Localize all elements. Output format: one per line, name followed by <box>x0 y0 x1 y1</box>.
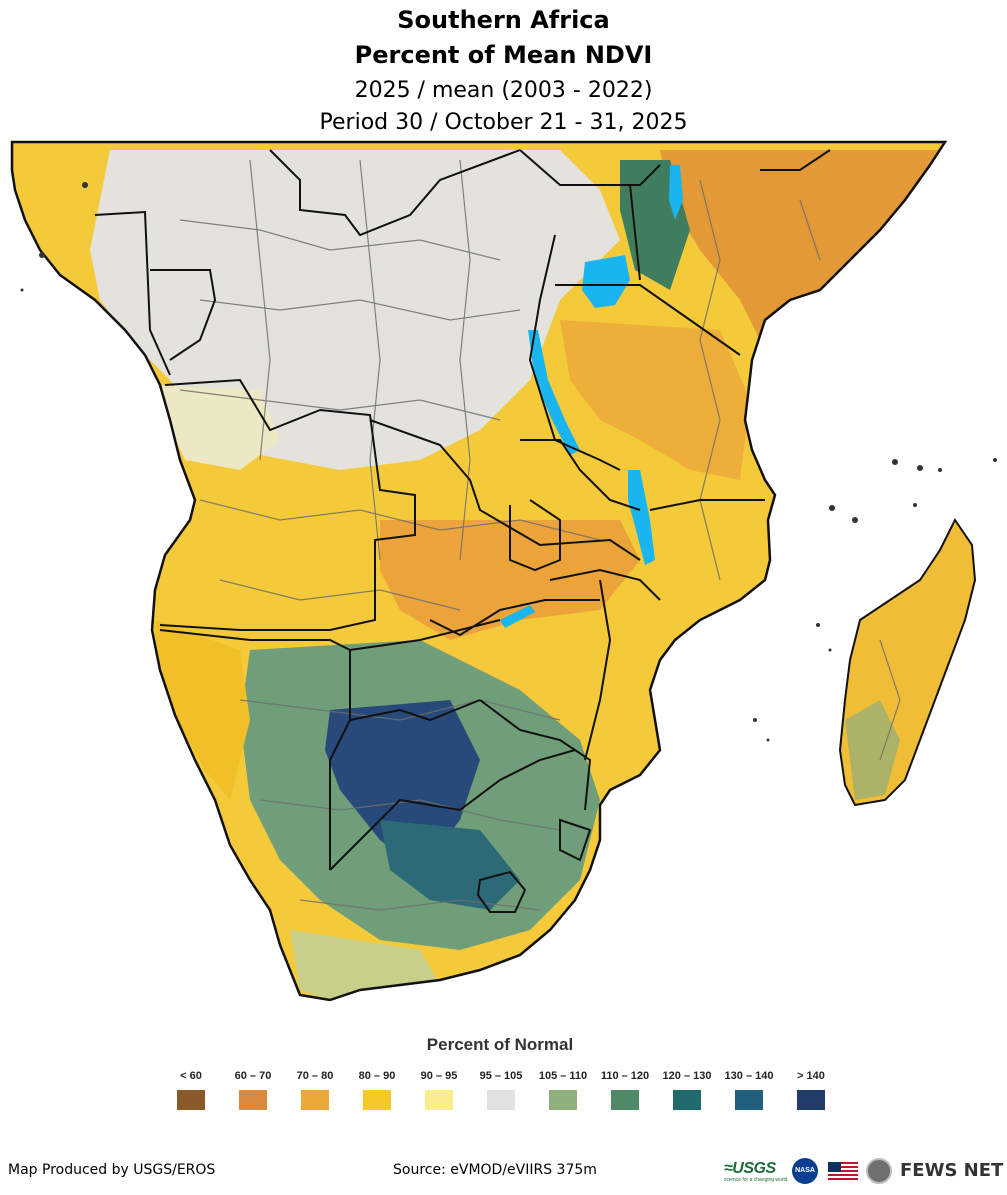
legend-title: Percent of Normal <box>426 1035 574 1054</box>
below-normal-tanzania <box>560 320 750 480</box>
legend: < 60 60 – 70 70 – 80 80 – 90 90 – 95 95 – 105… <box>160 1068 850 1113</box>
lake-kariba <box>500 605 535 628</box>
legend-item-label: 95 – 105 <box>479 1070 523 1082</box>
usgs-logo: ≈USGS <box>724 1160 776 1177</box>
ndvi-anomaly-layer <box>90 150 945 1000</box>
legend-swatch <box>797 1090 825 1110</box>
near-normal-southcoast <box>290 930 440 1000</box>
below-normal-namibia <box>155 620 250 800</box>
lake-victoria <box>582 255 630 308</box>
legend-swatch <box>425 1090 453 1110</box>
legend-item-label: 110 – 120 <box>600 1070 650 1082</box>
madagascar <box>838 518 977 807</box>
usgs-tagline: science for a changing world <box>724 1177 788 1183</box>
legend-item: 60 – 70 <box>222 1068 284 1110</box>
agency-logos: ≈USGS science for a changing world NASA … <box>720 1155 1004 1187</box>
legend-swatch <box>549 1090 577 1110</box>
legend-item-label: 90 – 95 <box>420 1070 458 1082</box>
ndvi-map <box>10 140 997 1002</box>
legend-swatch <box>487 1090 515 1110</box>
legend-item-label: 105 – 110 <box>538 1070 588 1082</box>
legend-item: 110 – 120 <box>594 1068 656 1110</box>
map-title: Southern Africa <box>397 6 610 34</box>
legend-item: 105 – 110 <box>532 1068 594 1110</box>
fews-net-logo: FEWS NET <box>900 1160 1004 1181</box>
legend-swatch <box>735 1090 763 1110</box>
legend-item-label: 60 – 70 <box>234 1070 272 1082</box>
legend-swatch <box>301 1090 329 1110</box>
nasa-logo: NASA <box>792 1158 818 1184</box>
islands <box>20 182 997 742</box>
legend-item-label: > 140 <box>797 1070 825 1082</box>
near-normal-west <box>150 385 280 470</box>
legend-item-label: 120 – 130 <box>662 1070 712 1082</box>
country-boundaries <box>94 149 831 913</box>
producer-credit: Map Produced by USGS/EROS <box>8 1162 216 1178</box>
legend-swatch <box>239 1090 267 1110</box>
lake-turkana <box>669 165 683 220</box>
lake-tanganyika <box>528 330 580 455</box>
admin-boundaries <box>179 159 901 911</box>
map-comparison-period: 2025 / mean (2003 - 2022) <box>354 78 653 103</box>
data-source: Source: eVMOD/eVIIRS 375m <box>393 1162 597 1178</box>
state-department-seal-icon <box>866 1158 892 1184</box>
legend-item: 130 – 140 <box>718 1068 780 1110</box>
lake-malawi <box>628 470 655 565</box>
us-flag-icon <box>828 1162 858 1180</box>
lakes <box>500 165 683 628</box>
legend-item: 90 – 95 <box>408 1068 470 1110</box>
legend-swatch <box>611 1090 639 1110</box>
legend-item-label: 80 – 90 <box>358 1070 396 1082</box>
legend-swatch <box>673 1090 701 1110</box>
legend-item: > 140 <box>780 1068 842 1110</box>
legend-item: 120 – 130 <box>656 1068 718 1110</box>
legend-item-label: < 60 <box>180 1070 202 1082</box>
legend-item: < 60 <box>160 1068 222 1110</box>
legend-item: 70 – 80 <box>284 1068 346 1110</box>
legend-item: 95 – 105 <box>470 1068 532 1110</box>
legend-item-label: 70 – 80 <box>296 1070 334 1082</box>
legend-swatch <box>177 1090 205 1110</box>
legend-swatch <box>363 1090 391 1110</box>
below-normal-zambia <box>380 520 640 640</box>
legend-item: 80 – 90 <box>346 1068 408 1110</box>
below-normal-east <box>660 150 945 340</box>
above-normal-band <box>380 820 520 910</box>
map-subtitle: Percent of Mean NDVI <box>354 41 653 69</box>
legend-item-label: 130 – 140 <box>724 1070 774 1082</box>
map-date-period: Period 30 / October 21 - 31, 2025 <box>319 110 688 135</box>
